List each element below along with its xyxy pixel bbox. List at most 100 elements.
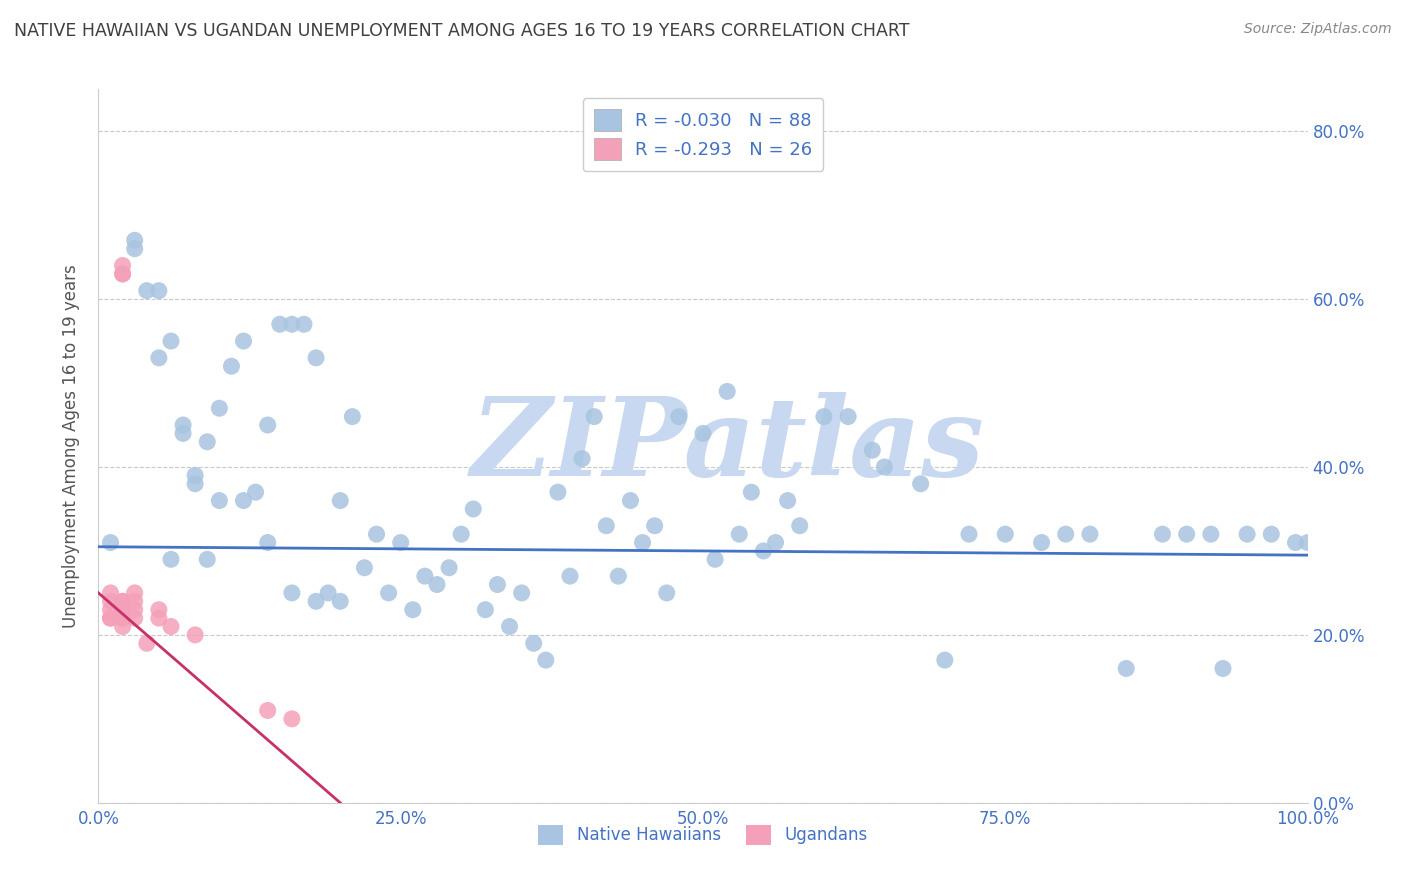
Point xyxy=(498,619,520,633)
Point xyxy=(510,586,533,600)
Point xyxy=(281,318,304,332)
Text: NATIVE HAWAIIAN VS UGANDAN UNEMPLOYMENT AMONG AGES 16 TO 19 YEARS CORRELATION CH: NATIVE HAWAIIAN VS UGANDAN UNEMPLOYMENT … xyxy=(14,22,910,40)
Point xyxy=(111,611,134,625)
Point xyxy=(413,569,436,583)
Point xyxy=(160,334,183,348)
Point xyxy=(135,284,157,298)
Point xyxy=(1152,527,1174,541)
Point xyxy=(305,351,328,365)
Point xyxy=(728,527,751,541)
Point xyxy=(934,653,956,667)
Point xyxy=(232,334,254,348)
Point xyxy=(221,359,243,374)
Point xyxy=(957,527,980,541)
Point xyxy=(1284,535,1306,549)
Point xyxy=(111,603,134,617)
Point xyxy=(195,434,218,449)
Point xyxy=(269,318,291,332)
Point xyxy=(631,535,654,549)
Point xyxy=(256,703,278,717)
Point xyxy=(124,586,146,600)
Point xyxy=(100,611,122,625)
Point xyxy=(1078,527,1101,541)
Point xyxy=(1054,527,1077,541)
Point xyxy=(148,351,170,365)
Point xyxy=(148,284,170,298)
Point xyxy=(111,611,134,625)
Point xyxy=(1236,527,1258,541)
Point xyxy=(1260,527,1282,541)
Point xyxy=(100,611,122,625)
Point xyxy=(716,384,738,399)
Point xyxy=(100,586,122,600)
Point xyxy=(208,401,231,416)
Point xyxy=(256,417,278,432)
Point xyxy=(486,577,509,591)
Point xyxy=(463,502,485,516)
Point xyxy=(1296,535,1319,549)
Point xyxy=(910,476,932,491)
Point xyxy=(547,485,569,500)
Point xyxy=(124,603,146,617)
Point xyxy=(184,628,207,642)
Point xyxy=(534,653,557,667)
Point xyxy=(148,603,170,617)
Point xyxy=(281,712,304,726)
Point xyxy=(353,560,375,574)
Point xyxy=(111,267,134,281)
Point xyxy=(474,603,496,617)
Point xyxy=(111,594,134,608)
Point xyxy=(172,426,194,441)
Point xyxy=(994,527,1017,541)
Point xyxy=(195,552,218,566)
Legend: Native Hawaiians, Ugandans: Native Hawaiians, Ugandans xyxy=(531,818,875,852)
Point xyxy=(595,518,617,533)
Point xyxy=(124,233,146,247)
Point xyxy=(619,493,641,508)
Point xyxy=(765,535,787,549)
Point xyxy=(111,619,134,633)
Point xyxy=(111,267,134,281)
Point xyxy=(571,451,593,466)
Point xyxy=(426,577,449,591)
Point xyxy=(160,552,183,566)
Point xyxy=(232,493,254,508)
Point xyxy=(644,518,666,533)
Point xyxy=(281,586,304,600)
Point xyxy=(124,242,146,256)
Point xyxy=(837,409,859,424)
Point xyxy=(305,594,328,608)
Point xyxy=(389,535,412,549)
Point xyxy=(148,611,170,625)
Point xyxy=(740,485,762,500)
Point xyxy=(655,586,678,600)
Point xyxy=(1031,535,1053,549)
Point xyxy=(704,552,727,566)
Point xyxy=(124,611,146,625)
Point xyxy=(100,535,122,549)
Point xyxy=(583,409,606,424)
Point xyxy=(1199,527,1222,541)
Text: Source: ZipAtlas.com: Source: ZipAtlas.com xyxy=(1244,22,1392,37)
Point xyxy=(100,603,122,617)
Point xyxy=(111,603,134,617)
Point xyxy=(184,476,207,491)
Point xyxy=(111,594,134,608)
Point xyxy=(377,586,399,600)
Point xyxy=(437,560,460,574)
Point xyxy=(124,594,146,608)
Point xyxy=(776,493,799,508)
Point xyxy=(692,426,714,441)
Point xyxy=(135,636,157,650)
Y-axis label: Unemployment Among Ages 16 to 19 years: Unemployment Among Ages 16 to 19 years xyxy=(62,264,80,628)
Point xyxy=(523,636,546,650)
Point xyxy=(316,586,339,600)
Point xyxy=(1175,527,1198,541)
Point xyxy=(366,527,388,541)
Point xyxy=(160,619,183,633)
Point xyxy=(1212,661,1234,675)
Point xyxy=(172,417,194,432)
Point xyxy=(1115,661,1137,675)
Point xyxy=(873,460,896,475)
Point xyxy=(329,493,352,508)
